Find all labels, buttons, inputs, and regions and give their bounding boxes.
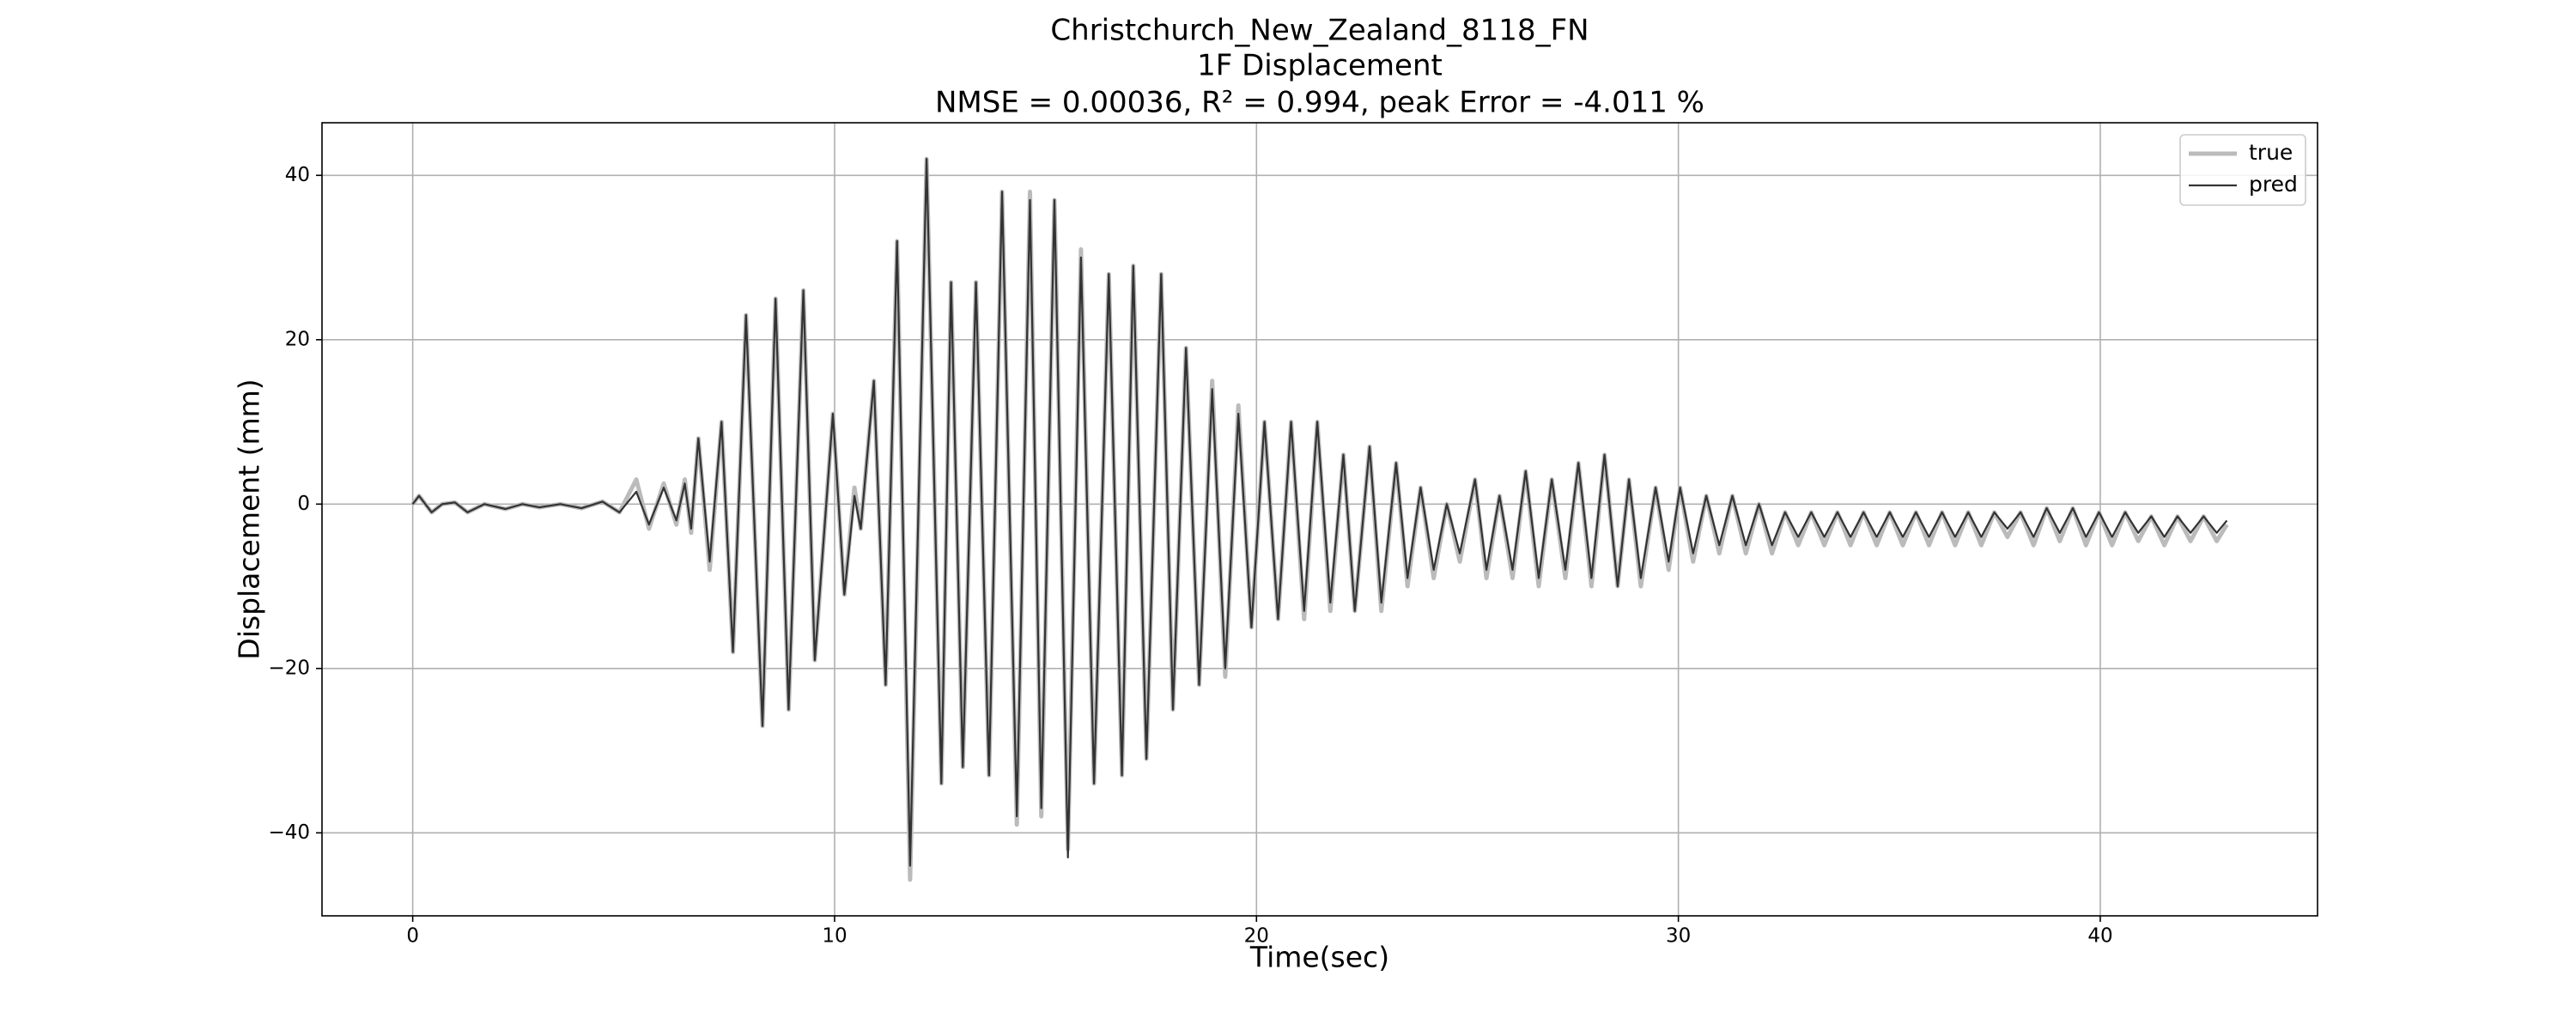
chart-title: Christchurch_New_Zealand_8118_FN xyxy=(1050,14,1589,48)
y-tick-label: 40 xyxy=(285,164,310,186)
series-line xyxy=(410,156,2229,882)
legend-label: pred xyxy=(2249,172,2298,197)
x-tick-label: 40 xyxy=(2087,925,2112,948)
x-tick-label: 20 xyxy=(1244,925,1269,948)
y-tick-label: −20 xyxy=(268,657,310,679)
y-tick-label: 20 xyxy=(285,328,310,350)
chart-metrics: NMSE = 0.00036, R² = 0.994, peak Error =… xyxy=(935,86,1704,120)
x-tick-label: 10 xyxy=(822,925,847,948)
x-axis-label: Time(sec) xyxy=(1249,941,1389,974)
x-tick-label: 30 xyxy=(1666,925,1691,948)
y-tick-label: −40 xyxy=(268,821,310,844)
x-tick-label: 0 xyxy=(406,925,419,948)
y-axis-label: Displacement (mm) xyxy=(233,379,266,659)
series-line xyxy=(411,158,2228,867)
legend-label: true xyxy=(2249,140,2293,165)
chart-subtitle: 1F Displacement xyxy=(1197,49,1443,83)
y-tick-label: 0 xyxy=(297,493,310,515)
plot-frame xyxy=(321,122,2318,917)
